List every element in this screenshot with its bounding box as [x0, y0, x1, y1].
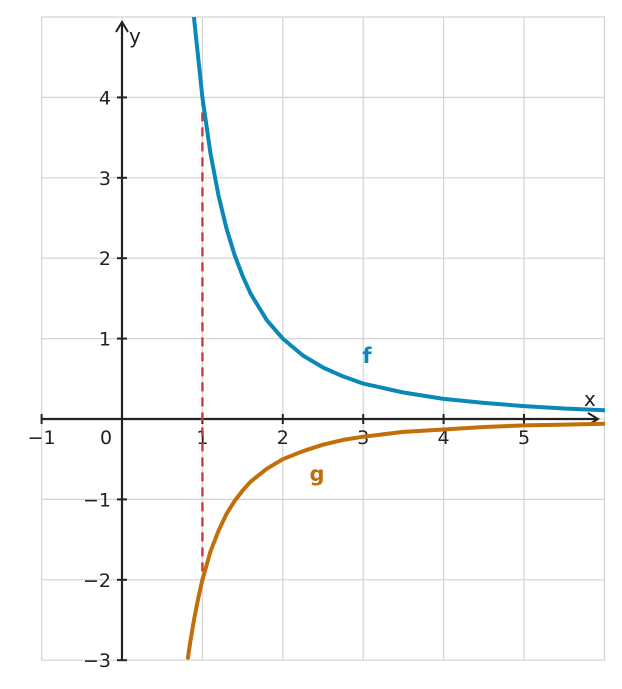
x-tick-label: −1 [28, 427, 56, 449]
y-tick-label: 4 [99, 87, 111, 109]
x-tick-label: 5 [518, 427, 530, 449]
series-label-g: g [309, 462, 324, 486]
y-tick-label: 2 [99, 248, 111, 270]
series-line-g [185, 421, 605, 660]
y-tick-label: −2 [83, 570, 111, 592]
x-axis-label: x [584, 387, 596, 411]
y-tick-label: 3 [99, 168, 111, 190]
y-tick-label: −3 [83, 650, 111, 672]
x-tick-label: 4 [438, 427, 450, 449]
series-label-f: f [362, 344, 372, 368]
y-tick-label: −1 [83, 489, 111, 511]
x-tick-label: 1 [196, 427, 208, 449]
origin-label: 0 [100, 427, 112, 449]
y-axis-label: y [129, 24, 141, 48]
y-tick-label: 1 [99, 329, 111, 351]
series-line-f [192, 17, 605, 413]
labels: x y 0 f g [100, 24, 596, 486]
series [185, 17, 605, 660]
x-tick-label: 2 [277, 427, 289, 449]
y-axis-arrow [115, 20, 129, 33]
